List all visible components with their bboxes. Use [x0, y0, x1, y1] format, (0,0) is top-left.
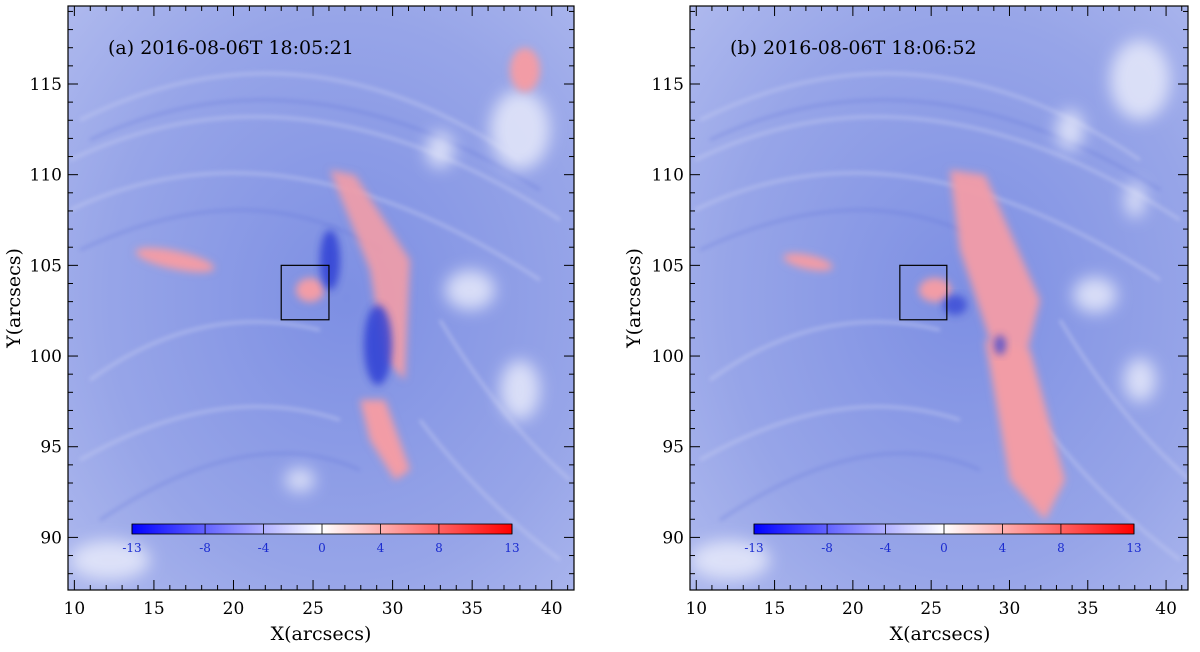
- x-tick-label: 40: [1155, 599, 1177, 619]
- roi-box-a: [280, 264, 330, 321]
- x-tick-label: 15: [143, 599, 165, 619]
- y-tick-label: 115: [652, 75, 684, 95]
- panel-b-image: [690, 6, 1188, 590]
- colorbar-tick-label: 13: [1126, 541, 1141, 555]
- roi-box-b: [899, 264, 948, 321]
- y-tick-label: 95: [40, 438, 62, 458]
- y-tick-label: 100: [30, 347, 62, 367]
- colorbar-tick-label: 0: [318, 541, 326, 555]
- x-tick-label: 15: [764, 599, 786, 619]
- y-tick-label: 95: [662, 438, 684, 458]
- x-tick-label: 20: [842, 599, 864, 619]
- x-tick-label: 10: [64, 599, 86, 619]
- panel-a: 10 15 20 25 30 35 40 90 95 100 105 110 115 -13 -8 -4 0 4 8…: [3, 5, 575, 645]
- y-tick-label: 105: [652, 256, 684, 276]
- panel-a-xlabel: X(arcsecs): [271, 623, 372, 645]
- panel-a-image: [68, 6, 574, 590]
- panel-a-axes: 10 15 20 25 30 35 40 90 95 100 105 110 115 -13 -8 -4 0 4 8…: [30, 6, 574, 619]
- y-tick-label: 100: [652, 347, 684, 367]
- y-tick-label: 105: [30, 256, 62, 276]
- panel-b-axes: 10 15 20 25 30 35 40 90 95 100 105 110 115 -13 -8 -4 0 4 8…: [652, 6, 1188, 619]
- y-tick-label: 115: [30, 75, 62, 95]
- x-tick-label: 25: [920, 599, 942, 619]
- x-tick-label: 10: [685, 599, 707, 619]
- x-tick-label: 35: [1077, 599, 1099, 619]
- panel-a-ylabel: Y(arcsecs): [3, 248, 25, 349]
- colorbar-tick-label: 4: [377, 541, 385, 555]
- colorbar-tick-label: -8: [199, 541, 211, 555]
- x-tick-label: 35: [461, 599, 483, 619]
- colorbar-tick-label: -8: [821, 541, 833, 555]
- x-tick-label: 40: [541, 599, 563, 619]
- panel-a-title: (a) 2016-08-06T 18:05:21: [108, 37, 354, 59]
- panel-b-title: (b) 2016-08-06T 18:06:52: [730, 37, 977, 59]
- colorbar-tick-label: 13: [504, 541, 519, 555]
- x-tick-label: 25: [302, 599, 324, 619]
- y-tick-label: 90: [40, 528, 62, 548]
- x-tick-label: 30: [999, 599, 1021, 619]
- colorbar-tick-label: -13: [744, 541, 763, 555]
- colorbar-tick-label: -4: [258, 541, 270, 555]
- colorbar-tick-label: 8: [1057, 541, 1065, 555]
- x-tick-label: 20: [223, 599, 245, 619]
- panel-b-xlabel: X(arcsecs): [890, 623, 991, 645]
- x-tick-label: 30: [382, 599, 404, 619]
- colorbar-tick-label: 8: [435, 541, 443, 555]
- y-tick-label: 110: [30, 166, 62, 186]
- colorbar-tick-label: 4: [999, 541, 1007, 555]
- colorbar-tick-label: -13: [122, 541, 141, 555]
- y-tick-label: 110: [652, 166, 684, 186]
- panel-b-ylabel: Y(arcsecs): [623, 248, 645, 349]
- colorbar-tick-label: -4: [880, 541, 892, 555]
- y-tick-label: 90: [662, 528, 684, 548]
- panel-b: 10 15 20 25 30 35 40 90 95 100 105 110 115 -13 -8 -4 0 4 8…: [623, 5, 1189, 645]
- colorbar-tick-label: 0: [940, 541, 948, 555]
